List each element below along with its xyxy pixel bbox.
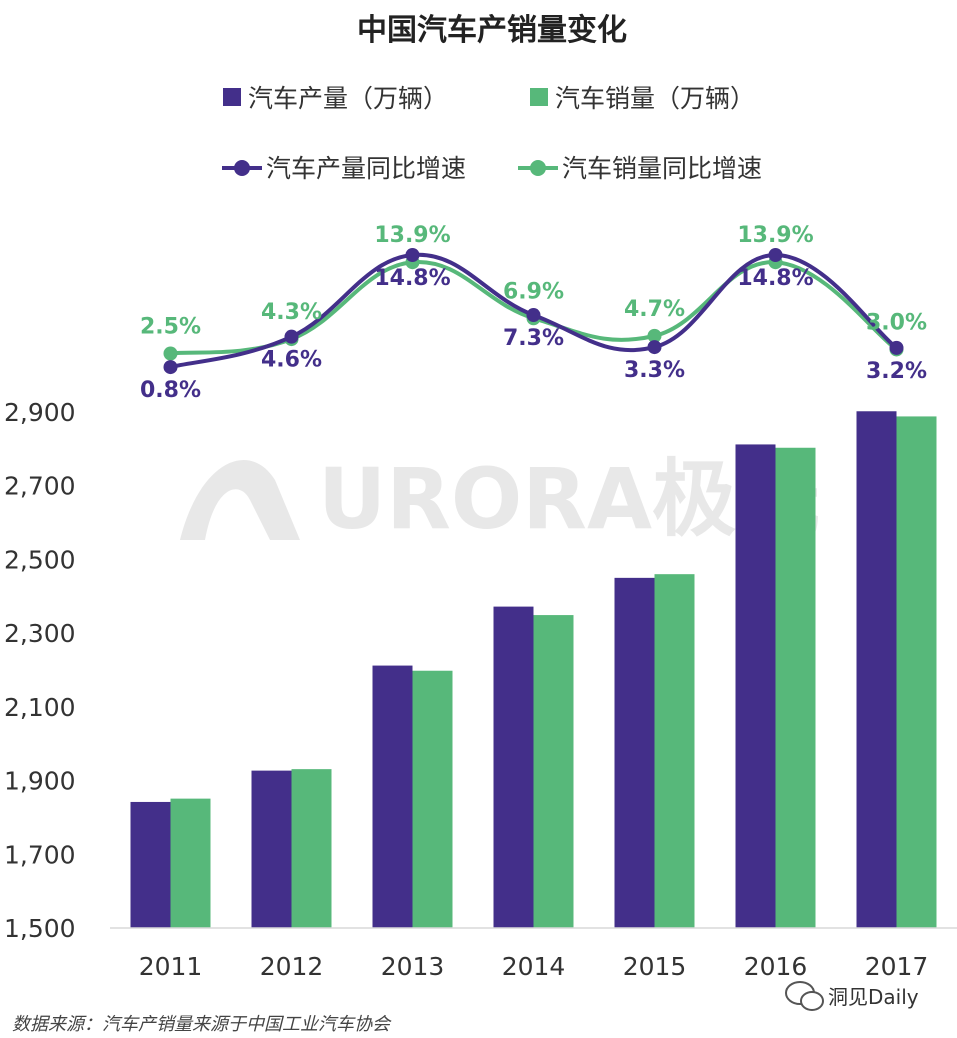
legend-label-production-growth: 汽车产量同比增速 [266, 154, 466, 183]
watermark-logo-icon [180, 460, 300, 540]
legend-swatch-sales [530, 88, 548, 106]
bar-production [251, 770, 292, 928]
x-tick-label: 2015 [623, 952, 687, 981]
x-tick-label: 2016 [744, 952, 808, 981]
x-tick-label: 2012 [260, 952, 324, 981]
legend: 汽车产量（万辆） 汽车销量（万辆） 汽车产量同比增速 汽车销量同比增速 [222, 84, 762, 183]
x-axis: 2011 2012 2013 2014 2015 2016 2017 [139, 952, 929, 981]
label-sales-growth: 2.5% [140, 314, 201, 339]
label-production-growth: 7.3% [503, 326, 564, 351]
bar-production [856, 411, 897, 929]
bar-sales [896, 416, 937, 928]
bar-sales [775, 447, 816, 928]
x-tick-label: 2013 [381, 952, 445, 981]
legend-marker-sales-growth [530, 160, 546, 176]
y-tick-label: 1,500 [4, 914, 76, 943]
point-production-growth [768, 248, 783, 262]
bar-production [614, 577, 655, 928]
point-sales-growth [163, 346, 178, 361]
y-tick-label: 2,700 [4, 472, 76, 501]
label-sales-growth: 3.0% [866, 310, 927, 335]
point-production-growth [405, 248, 420, 262]
y-tick-label: 2,300 [4, 619, 76, 648]
brand-label: 洞见Daily [828, 985, 919, 1009]
y-tick-label: 2,500 [4, 545, 76, 574]
y-axis: 1,500 1,700 1,900 2,100 2,300 2,500 2,700 2,900 [4, 398, 76, 943]
legend-marker-production-growth [234, 160, 250, 176]
label-sales-growth: 4.3% [261, 300, 322, 325]
x-tick-label: 2017 [865, 952, 929, 981]
point-production-growth [163, 360, 178, 375]
label-production-growth: 4.6% [261, 348, 322, 373]
label-sales-growth: 13.9% [737, 223, 813, 248]
y-tick-label: 2,900 [4, 398, 76, 427]
chart-title: 中国汽车产销量变化 [357, 13, 627, 48]
legend-label-production: 汽车产量（万辆） [248, 84, 448, 113]
y-tick-label: 1,900 [4, 767, 76, 796]
legend-swatch-production [223, 88, 241, 106]
bar-production [372, 665, 413, 928]
legend-label-sales: 汽车销量（万辆） [555, 84, 755, 113]
label-sales-growth: 6.9% [503, 279, 564, 304]
label-production-growth: 0.8% [140, 378, 201, 403]
point-production-growth [526, 308, 541, 323]
y-tick-label: 1,700 [4, 840, 76, 869]
bar-sales [654, 574, 695, 928]
growth-lines: 0.8% 4.6% 14.8% 7.3% 3.3% 14.8% 3.2% 2.5% 4.3% 13… [140, 223, 927, 403]
bar-sales [291, 769, 332, 928]
watermark: URORA极光 [180, 450, 820, 548]
point-production-growth [647, 340, 662, 355]
x-tick-label: 2011 [139, 952, 203, 981]
point-sales-growth [647, 328, 662, 343]
source-note: 数据来源：汽车产销量来源于中国工业汽车协会 [12, 1014, 392, 1035]
label-sales-growth: 4.7% [624, 297, 685, 322]
bar-sales [533, 615, 574, 928]
point-production-growth [889, 340, 904, 355]
label-production-growth: 14.8% [737, 266, 813, 291]
label-sales-growth: 13.9% [374, 223, 450, 248]
label-production-growth: 3.2% [866, 359, 927, 384]
x-tick-label: 2014 [502, 952, 566, 981]
y-tick-label: 2,100 [4, 693, 76, 722]
point-production-growth [284, 329, 299, 344]
bar-production [130, 801, 171, 928]
bar-sales [412, 670, 453, 928]
wechat-icon [785, 981, 824, 1011]
bar-production [493, 606, 534, 928]
legend-label-sales-growth: 汽车销量同比增速 [562, 154, 762, 183]
bar-sales [170, 798, 211, 928]
bar-production [735, 444, 776, 928]
label-production-growth: 14.8% [374, 266, 450, 291]
label-production-growth: 3.3% [624, 358, 685, 383]
bars [130, 411, 937, 929]
